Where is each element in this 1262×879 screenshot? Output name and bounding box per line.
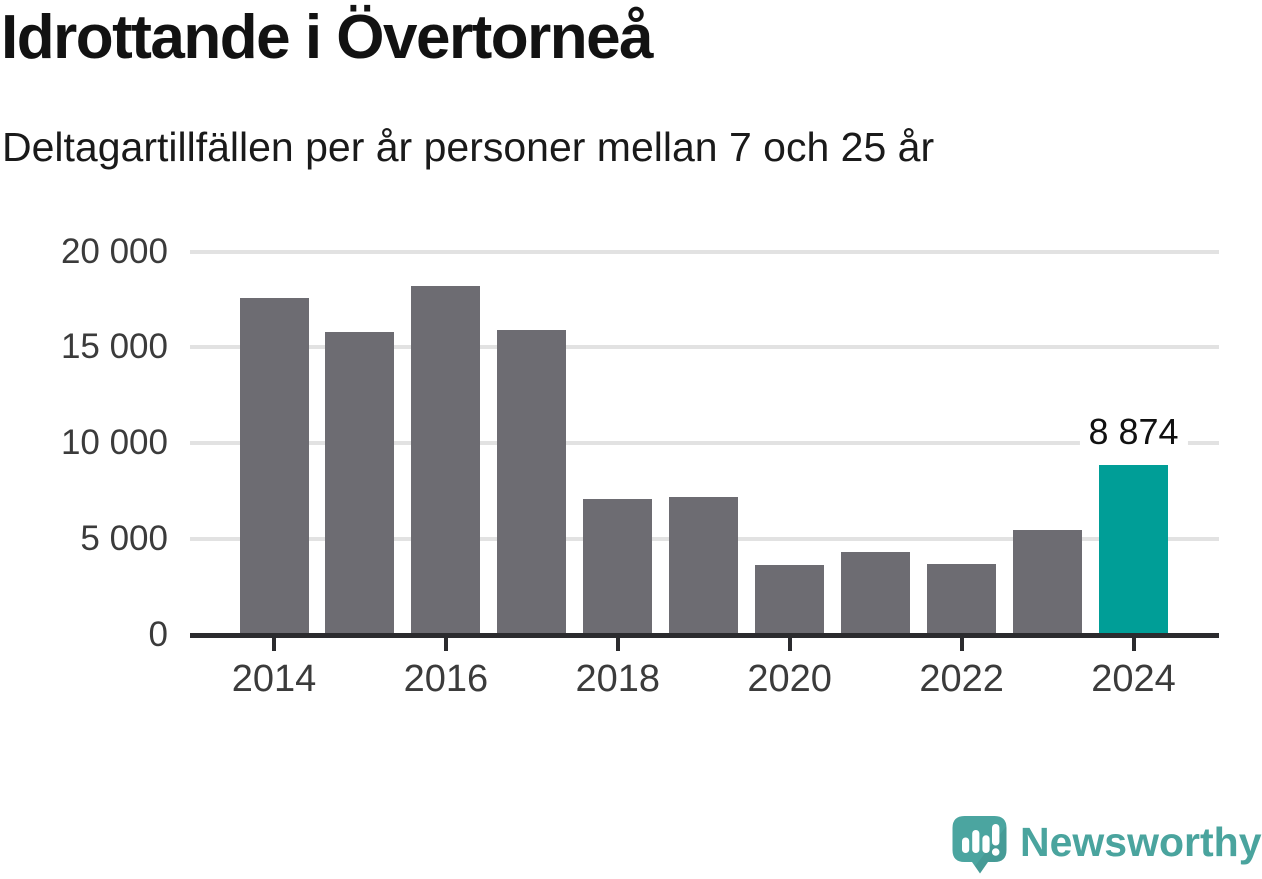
bar-2016 <box>411 286 481 635</box>
x-axis-tick-label: 2018 <box>575 658 661 700</box>
bar-2017 <box>497 330 567 635</box>
x-axis-line <box>190 633 1219 638</box>
bar-2019 <box>669 496 739 635</box>
y-axis-tick-label: 20 000 <box>60 231 168 271</box>
bar-2020 <box>755 565 825 635</box>
bar-2014 <box>239 297 309 635</box>
bar-2022 <box>927 564 997 635</box>
x-axis-tick <box>615 638 620 651</box>
bar-2023 <box>1013 530 1083 635</box>
x-axis-tick-label: 2022 <box>919 658 1004 700</box>
y-gridline <box>190 345 1219 350</box>
x-axis-tick-label: 2016 <box>403 658 489 700</box>
y-axis-tick-label: 10 000 <box>60 423 168 463</box>
newsworthy-speech-bubble-barchart-icon <box>952 816 1007 874</box>
y-axis-tick-label: 5 000 <box>80 519 168 559</box>
highlight-value-label: 8 874 <box>1079 409 1188 454</box>
x-axis-tick-label: 2020 <box>747 658 832 700</box>
x-axis-tick <box>959 638 964 651</box>
x-axis-tick <box>443 638 448 651</box>
chart-subtitle: Deltagartillfällen per år personer mella… <box>2 124 935 170</box>
y-gridline <box>190 441 1219 446</box>
chart-title: Idrottande i Övertorneå <box>1 3 654 72</box>
y-gridline <box>190 249 1219 254</box>
x-axis-tick <box>272 638 276 651</box>
x-axis-tick-label: 2014 <box>231 658 317 700</box>
y-axis-tick-label: 0 <box>148 615 168 654</box>
newsworthy-logo-text: Newsworthy <box>1020 819 1262 865</box>
newsworthy-logo: Newsworthy <box>945 806 1262 879</box>
bar-2018 <box>583 498 653 635</box>
bar-2024-highlighted <box>1099 464 1168 635</box>
x-axis-tick-label: 2024 <box>1091 658 1176 700</box>
x-axis-tick <box>787 638 792 651</box>
bar-2021 <box>841 551 911 635</box>
bar-2015 <box>325 332 395 635</box>
y-axis-tick-label: 15 000 <box>60 327 168 367</box>
x-axis-tick <box>1131 638 1136 651</box>
